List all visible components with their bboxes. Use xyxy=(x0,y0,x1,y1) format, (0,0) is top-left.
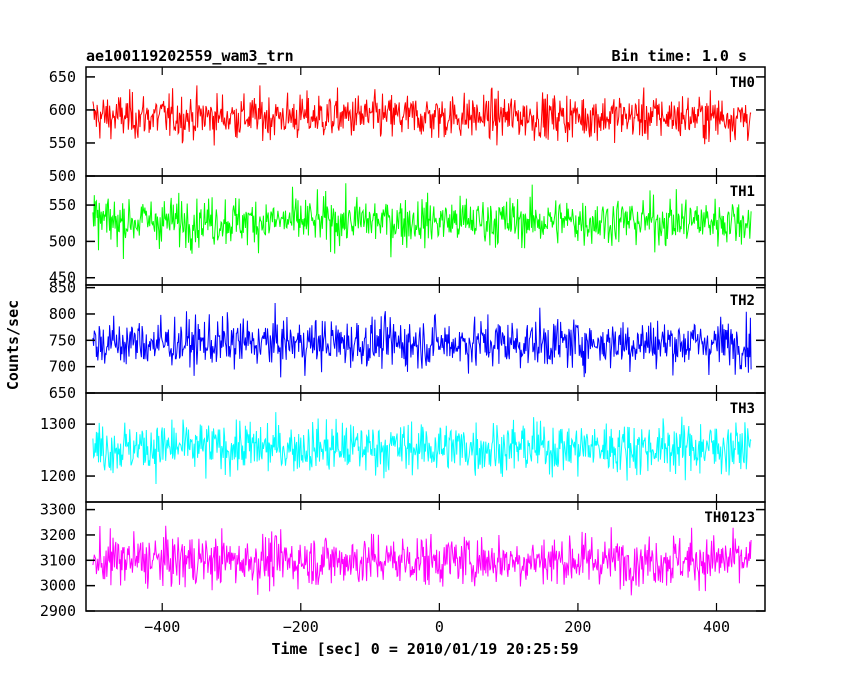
y-tick-label: 550 xyxy=(49,196,76,214)
series-line-th3 xyxy=(92,412,752,485)
panels-group: 500 550 600 650 TH0 450 500 550 TH1 650 700 750 800 8… xyxy=(40,66,766,620)
panel-th2: 650 700 750 800 850 TH2 xyxy=(49,279,766,402)
series-line-th1 xyxy=(92,183,752,260)
panel-frame xyxy=(85,501,766,612)
y-tick-label: 700 xyxy=(49,358,76,376)
series-line-th0123 xyxy=(92,525,752,596)
panel-th3: 1200 1300 TH3 xyxy=(40,392,766,503)
x-tick-label: 400 xyxy=(703,618,730,636)
x-tick-label: 200 xyxy=(564,618,591,636)
panel-label-th2: TH2 xyxy=(730,293,755,309)
x-tick-label: −400 xyxy=(144,618,180,636)
y-tick-label: 500 xyxy=(49,167,76,185)
y-tick-label: 3200 xyxy=(40,526,76,544)
x-axis-ticks: −400 −200 0 200 400 xyxy=(144,618,730,636)
y-tick-label: 800 xyxy=(49,305,76,323)
y-tick-label: 550 xyxy=(49,134,76,152)
panel-th1: 450 500 550 TH1 xyxy=(49,175,766,287)
series-line-th0 xyxy=(92,85,752,146)
y-tick-label: 3300 xyxy=(40,501,76,519)
y-tick-label: 750 xyxy=(49,331,76,349)
y-axis-label: Counts/sec xyxy=(4,300,22,390)
panel-label-th1: TH1 xyxy=(730,184,755,200)
y-tick-label: 2900 xyxy=(40,602,76,620)
x-tick-label: 0 xyxy=(435,618,444,636)
x-tick-label: −200 xyxy=(283,618,319,636)
y-tick-label: 650 xyxy=(49,384,76,402)
y-tick-label: 1300 xyxy=(40,415,76,433)
x-axis-label: Time [sec] 0 = 2010/01/19 20:25:59 xyxy=(271,640,578,658)
y-tick-label: 1200 xyxy=(40,467,76,485)
y-tick-label: 3000 xyxy=(40,577,76,595)
y-tick-label: 500 xyxy=(49,232,76,250)
y-tick-label: 450 xyxy=(49,269,76,287)
panel-label-th3: TH3 xyxy=(730,401,755,417)
panel-label-th0123: TH0123 xyxy=(704,510,755,526)
y-tick-label: 850 xyxy=(49,279,76,297)
y-tick-label: 600 xyxy=(49,101,76,119)
series-line-th2 xyxy=(92,302,752,378)
bin-time-label: Bin time: 1.0 s xyxy=(612,47,747,65)
panel-th0123: 2900 3000 3100 3200 3300 TH0123 xyxy=(40,501,766,620)
chart-title: ae100119202559_wam3_trn xyxy=(86,47,294,65)
panel-label-th0: TH0 xyxy=(730,75,755,91)
panel-th0: 500 550 600 650 TH0 xyxy=(49,66,766,185)
y-tick-label: 3100 xyxy=(40,551,76,569)
y-tick-label: 650 xyxy=(49,68,76,86)
